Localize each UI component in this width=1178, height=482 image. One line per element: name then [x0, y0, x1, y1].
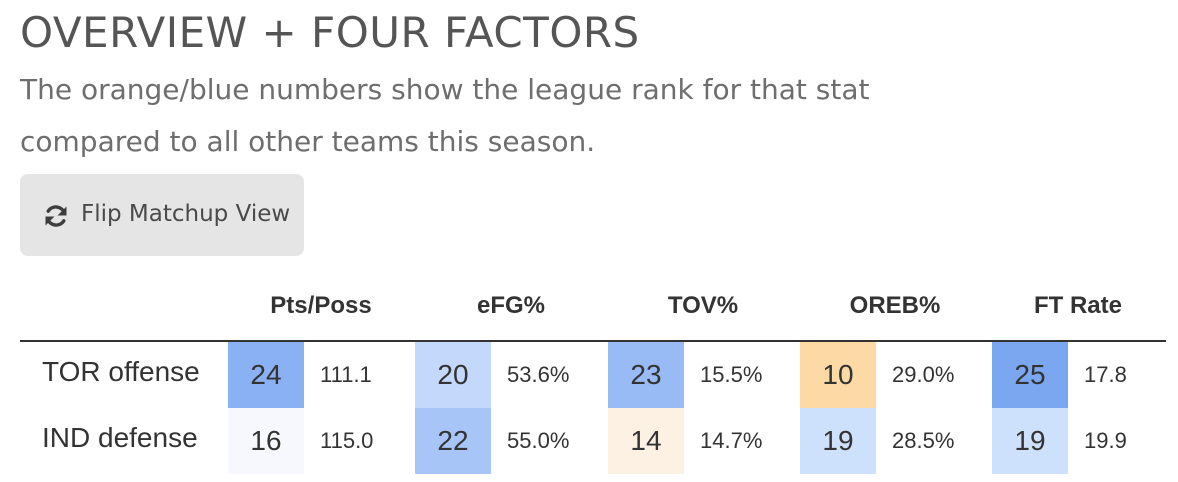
stat-value: 17.8: [1084, 362, 1127, 387]
rank-cell: 10: [800, 342, 876, 408]
rank-cell: 24: [228, 342, 304, 408]
stat-value: 28.5%: [892, 428, 955, 453]
stat-value: 14.7%: [700, 428, 763, 453]
refresh-icon: [45, 205, 67, 227]
flip-matchup-button[interactable]: Flip Matchup View: [20, 174, 304, 256]
row-label: TOR offense: [42, 356, 200, 387]
flip-matchup-label: Flip Matchup View: [81, 201, 291, 227]
stat-value: 55.0%: [507, 428, 570, 453]
stat-value: 15.5%: [700, 362, 763, 387]
rank-cell: 22: [415, 408, 491, 474]
stat-value: 53.6%: [507, 362, 570, 387]
page-subtitle: The orange/blue numbers show the league …: [20, 73, 870, 158]
rank-cell: 20: [415, 342, 491, 408]
rank-cell: 19: [992, 408, 1068, 474]
stat-value: 111.1: [320, 362, 372, 387]
column-header: FT Rate: [1033, 292, 1122, 319]
header-rule: [20, 340, 1166, 342]
stat-value: 19.9: [1084, 428, 1127, 453]
column-header: OREB%: [849, 292, 941, 319]
page-title: OVERVIEW + FOUR FACTORS: [20, 8, 640, 57]
rank-cell: 14: [608, 408, 684, 474]
column-header: eFG%: [476, 292, 545, 319]
rank-cell: 25: [992, 342, 1068, 408]
rank-cell: 23: [608, 342, 684, 408]
rank-cell: 19: [800, 408, 876, 474]
row-label: IND defense: [42, 422, 198, 453]
stat-value: 29.0%: [892, 362, 955, 387]
rank-cell: 16: [228, 408, 304, 474]
stat-value: 115.0: [320, 428, 374, 453]
column-header: TOV%: [667, 292, 739, 319]
column-header: Pts/Poss: [270, 292, 372, 319]
